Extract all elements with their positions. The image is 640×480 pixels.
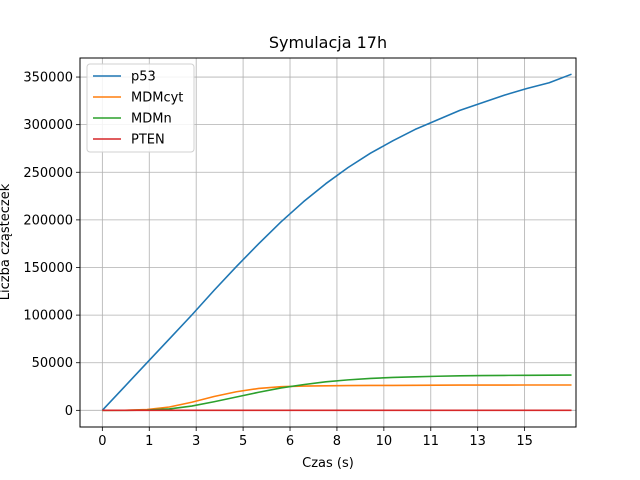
legend-label-pten: PTEN <box>131 133 165 148</box>
legend-label-p53: p53 <box>131 70 156 85</box>
plot-frame <box>79 57 577 428</box>
chart-title: Symulacja 17h <box>269 33 387 52</box>
x-tick-label: 0 <box>98 434 106 449</box>
y-tick-label: 250000 <box>23 166 73 181</box>
legend-box <box>86 63 195 153</box>
y-tick-label: 200000 <box>23 213 73 228</box>
y-tick-label: 0 <box>65 404 73 419</box>
y-tick-label: 350000 <box>23 71 73 86</box>
x-tick-label: 5 <box>239 434 247 449</box>
y-axis: 0 50000 100000 150000 200000 250000 300000 3500… <box>23 71 80 419</box>
series-line-mdmn <box>102 374 572 412</box>
y-tick-label: 300000 <box>23 118 73 133</box>
x-axis-label: Czas (s) <box>302 456 354 471</box>
x-tick-label: 6 <box>286 434 294 449</box>
x-tick-label: 3 <box>192 434 200 449</box>
y-tick-label: 150000 <box>23 261 73 276</box>
legend-label-mdmcyt: MDMcyt <box>131 91 183 106</box>
series-layer <box>101 73 572 412</box>
legend-label-mdmn: MDMn <box>131 112 172 127</box>
x-tick-label: 10 <box>376 434 393 449</box>
x-tick-label: 15 <box>516 434 533 449</box>
x-tick-label: 11 <box>423 434 440 449</box>
legend: p53 MDMcyt MDMn PTEN <box>86 63 195 153</box>
x-tick-label: 1 <box>145 434 153 449</box>
series-line-p53 <box>101 73 572 411</box>
y-axis-label: Liczba cząsteczek <box>0 183 13 300</box>
x-tick-label: 13 <box>469 434 486 449</box>
x-tick-label: 8 <box>333 434 341 449</box>
y-tick-label: 100000 <box>23 309 73 324</box>
y-tick-label: 50000 <box>32 356 73 371</box>
series-line-mdmcyt <box>102 384 572 412</box>
x-axis: 0 1 3 5 6 8 10 11 13 15 <box>98 427 533 449</box>
